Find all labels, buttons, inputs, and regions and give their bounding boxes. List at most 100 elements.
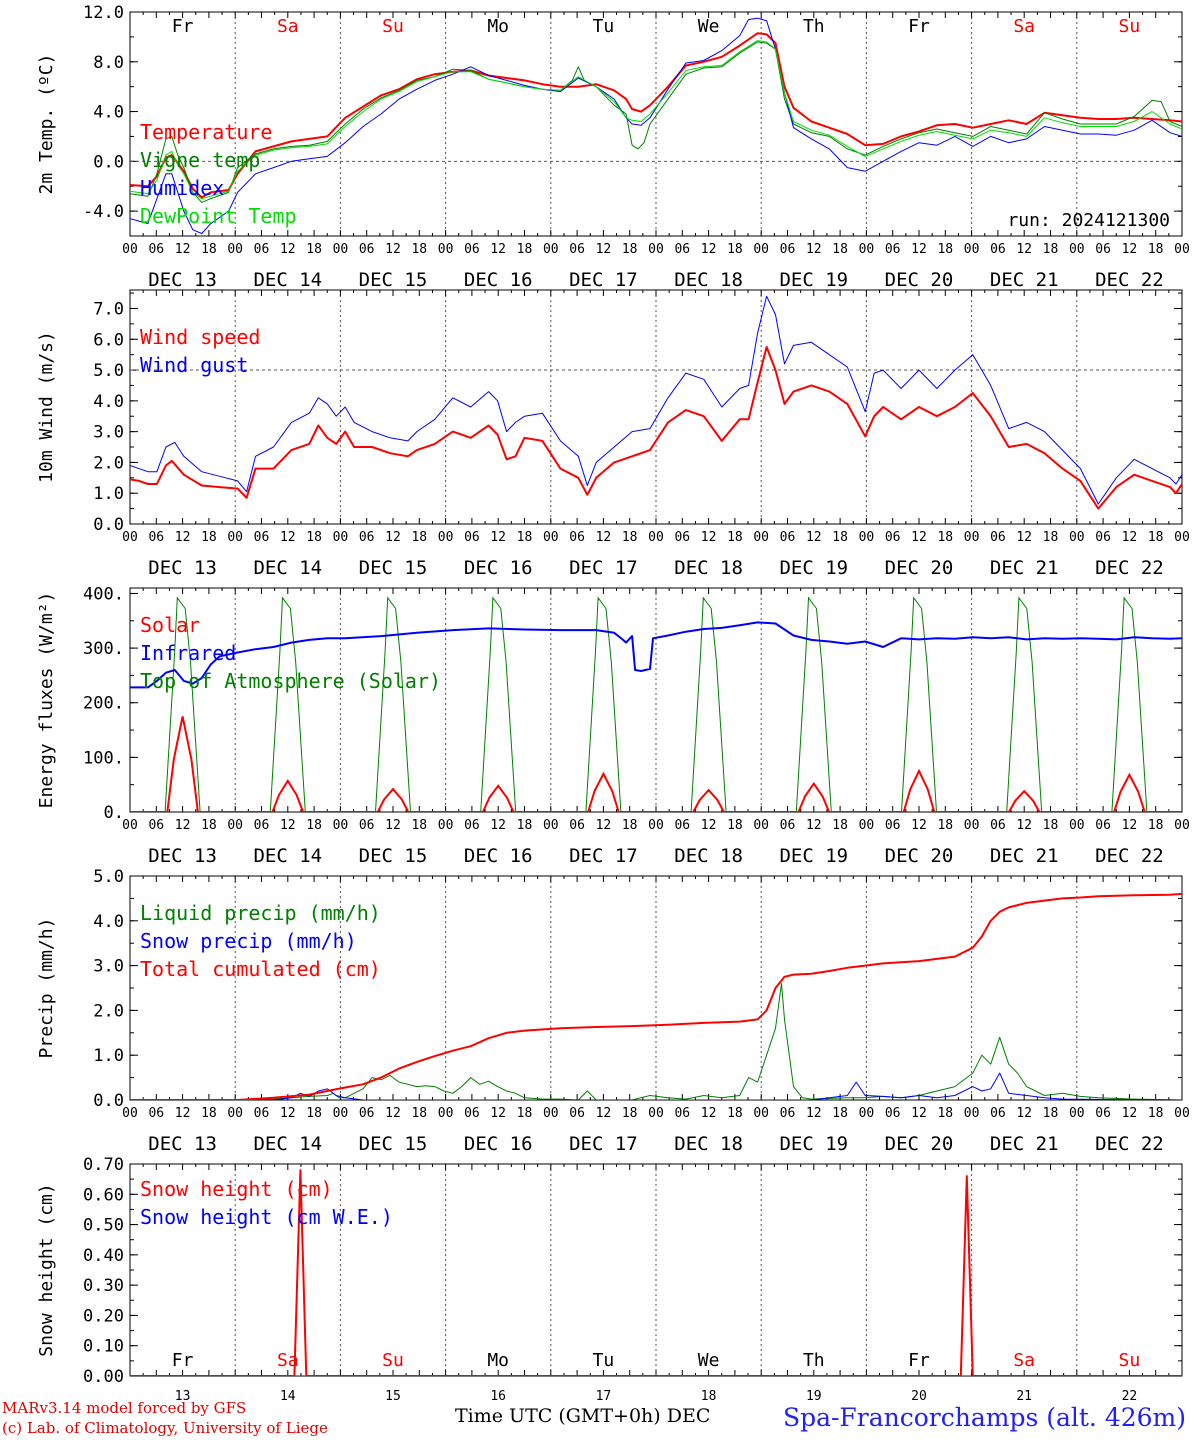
date-label: DEC 22: [1095, 557, 1164, 579]
day-name-label: Tu: [593, 16, 615, 37]
day-number-label: 14: [280, 1389, 296, 1404]
hour-tick-label: 12: [806, 1106, 822, 1121]
series-line-vigne-temp: [130, 41, 1182, 203]
hour-tick-label: 12: [175, 1106, 191, 1121]
hour-tick-label: 12: [911, 1106, 927, 1121]
hour-tick-label: 12: [701, 530, 717, 545]
series-line-snow-height-cm: [130, 1169, 1182, 1376]
hour-tick-label: 12: [1016, 530, 1032, 545]
hour-tick-label: 12: [1122, 530, 1138, 545]
series-line-snow-precip-mm-h: [130, 1072, 1182, 1100]
hour-tick-label: 12: [701, 242, 717, 257]
day-name-label: Mo: [487, 1350, 509, 1371]
time-axis-label-text: Time UTC (GMT+0h): [455, 1405, 661, 1427]
date-label: DEC 20: [885, 269, 954, 291]
hour-tick-label: 00: [227, 818, 243, 833]
series-line-temperature: [130, 32, 1182, 199]
hour-tick-label: 18: [517, 530, 533, 545]
y-tick-label: 4.0: [93, 392, 124, 412]
y-tick-label: -4.0: [83, 202, 124, 222]
day-name-label: Su: [382, 16, 404, 37]
hour-tick-label: 00: [227, 1106, 243, 1121]
hour-tick-label: 18: [622, 818, 638, 833]
hour-tick-label: 18: [937, 530, 953, 545]
date-label: DEC 19: [779, 845, 848, 867]
hour-tick-label: 00: [753, 818, 769, 833]
y-tick-label: 0.30: [83, 1276, 124, 1296]
legend-label: Solar: [140, 613, 200, 637]
day-name-label: Th: [803, 16, 825, 37]
hour-tick-label: 00: [438, 242, 454, 257]
hour-tick-label: 00: [333, 242, 349, 257]
hour-tick-label: 00: [1069, 530, 1085, 545]
day-name-label: Tu: [593, 1350, 615, 1371]
hour-tick-label: 06: [885, 1106, 901, 1121]
day-name-label: Sa: [1013, 1350, 1035, 1371]
date-label: DEC 15: [359, 845, 428, 867]
hour-tick-label: 18: [411, 530, 427, 545]
hour-tick-label: 06: [885, 818, 901, 833]
date-label: DEC 22: [1095, 845, 1164, 867]
hour-tick-label: 12: [1016, 242, 1032, 257]
hour-tick-label: 06: [148, 1106, 164, 1121]
hour-tick-label: 18: [832, 818, 848, 833]
hour-tick-label: 12: [596, 1106, 612, 1121]
hour-tick-label: 18: [1043, 530, 1059, 545]
date-label: DEC 20: [885, 1133, 954, 1155]
hour-tick-label: 00: [1069, 818, 1085, 833]
series-line-total-cumulated-cm: [130, 892, 1182, 1100]
date-label: DEC 16: [464, 1133, 533, 1155]
legend-label: Snow height (cm): [140, 1177, 333, 1201]
hour-tick-label: 06: [780, 1106, 796, 1121]
date-label: DEC 13: [148, 1133, 217, 1155]
hour-tick-label: 06: [254, 530, 270, 545]
hour-tick-label: 06: [990, 242, 1006, 257]
hour-tick-label: 06: [674, 1106, 690, 1121]
date-label: DEC 21: [990, 269, 1059, 291]
day-number-label: 20: [911, 1389, 927, 1404]
y-tick-label: 5.0: [93, 867, 124, 887]
y-tick-label: 8.0: [93, 53, 124, 73]
y-tick-label: 12.0: [83, 3, 124, 23]
date-label: DEC 17: [569, 1133, 638, 1155]
hour-tick-label: 18: [411, 818, 427, 833]
date-label: DEC 22: [1095, 1133, 1164, 1155]
day-name-label: Th: [803, 1350, 825, 1371]
hour-tick-label: 12: [596, 530, 612, 545]
hour-tick-label: 06: [254, 1106, 270, 1121]
day-name-label: We: [698, 16, 720, 37]
hour-tick-label: 18: [306, 1106, 322, 1121]
series-line-humidex: [130, 17, 1182, 234]
hour-tick-label: 06: [674, 242, 690, 257]
hour-tick-label: 18: [306, 530, 322, 545]
y-tick-label: 0.: [104, 803, 124, 823]
hour-tick-label: 00: [964, 1106, 980, 1121]
hour-tick-label: 00: [964, 818, 980, 833]
y-tick-label: 300.: [83, 639, 124, 659]
date-label: DEC 17: [569, 557, 638, 579]
hour-tick-label: 00: [859, 1106, 875, 1121]
y-tick-label: 0.60: [83, 1185, 124, 1205]
hour-tick-label: 00: [859, 530, 875, 545]
day-name-label: Fr: [908, 16, 930, 37]
hour-tick-label: 18: [832, 1106, 848, 1121]
hour-tick-label: 00: [753, 1106, 769, 1121]
hour-tick-label: 18: [1043, 818, 1059, 833]
hour-tick-label: 00: [648, 818, 664, 833]
hour-tick-label: 18: [201, 530, 217, 545]
hour-tick-label: 18: [306, 242, 322, 257]
legend-label: Humidex: [140, 176, 224, 200]
hour-tick-label: 00: [543, 1106, 559, 1121]
hour-tick-label: 12: [385, 1106, 401, 1121]
day-number-label: 17: [596, 1389, 612, 1404]
day-number-label: 13: [175, 1389, 191, 1404]
hour-tick-label: 12: [385, 818, 401, 833]
hour-tick-label: 18: [727, 530, 743, 545]
hour-tick-label: 00: [543, 242, 559, 257]
day-name-label: Mo: [487, 16, 509, 37]
day-number-label: 21: [1016, 1389, 1032, 1404]
hour-tick-label: 06: [148, 818, 164, 833]
hour-tick-label: 00: [333, 530, 349, 545]
date-label: DEC 17: [569, 845, 638, 867]
hour-tick-label: 18: [1043, 1106, 1059, 1121]
